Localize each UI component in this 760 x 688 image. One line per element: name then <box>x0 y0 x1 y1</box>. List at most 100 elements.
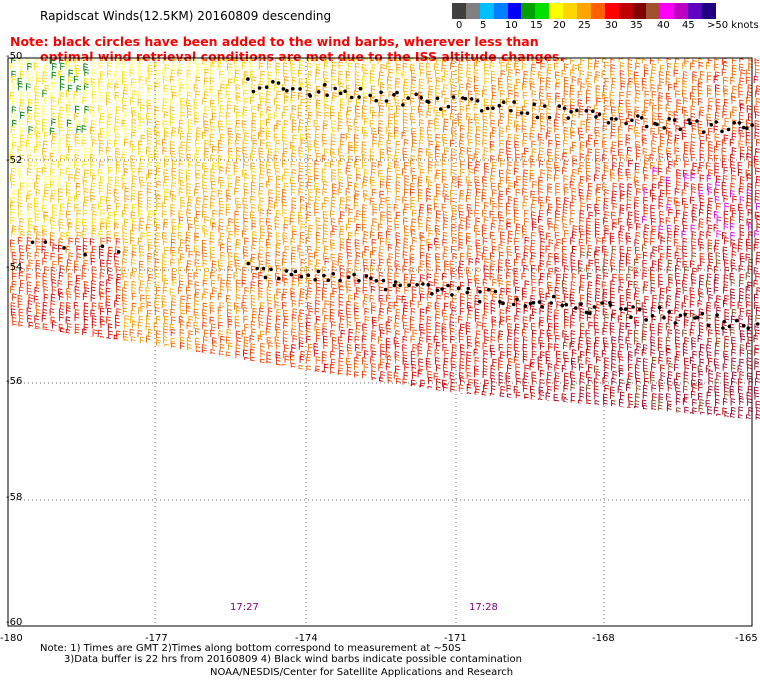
map-title: Rapidscat Winds(12.5KM) 20160809 descend… <box>40 9 332 23</box>
wind-barb-group <box>11 58 90 135</box>
flag-circle <box>368 93 373 98</box>
flag-circle <box>369 276 373 281</box>
flag-circle <box>631 305 635 309</box>
flag-circle <box>393 280 398 284</box>
colorbar-swatch <box>563 3 578 19</box>
colorbar-swatch <box>452 3 466 19</box>
flag-circle <box>466 286 471 291</box>
flag-circle <box>609 116 614 121</box>
flag-circle <box>261 266 266 271</box>
flag-circle <box>706 323 711 328</box>
flag-circle <box>501 301 505 306</box>
footer-note-1: Note: 1) Times are GMT 2)Times along bot… <box>40 643 461 654</box>
flag-circle <box>650 314 655 318</box>
colorbar-swatch <box>632 3 647 19</box>
flag-circle <box>430 292 434 296</box>
flag-circle <box>662 126 666 130</box>
flag-circle <box>465 290 470 295</box>
flag-circle <box>528 301 533 306</box>
flag-circle <box>673 321 678 325</box>
flag-circle <box>395 90 399 95</box>
flag-circle <box>695 119 699 123</box>
flag-circle <box>498 300 502 304</box>
flag-circle <box>289 272 294 277</box>
flag-circle <box>331 272 336 276</box>
colorbar-swatch <box>590 3 605 19</box>
flag-circle <box>364 274 369 278</box>
colorbar-label: 45 <box>682 20 695 31</box>
map-frame <box>7 57 753 627</box>
flag-circle <box>624 121 628 126</box>
colorbar-swatch <box>688 3 703 19</box>
flag-circle <box>597 112 602 116</box>
flag-circle <box>722 319 727 324</box>
flag-circle <box>569 110 573 114</box>
flag-circle <box>374 279 379 283</box>
colorbar-swatch <box>507 3 522 19</box>
flag-circle <box>600 301 604 305</box>
flag-circle <box>606 121 611 125</box>
flag-circle <box>477 299 482 304</box>
flag-circle <box>358 86 363 91</box>
flag-circle <box>560 303 565 308</box>
lon-label: -180 <box>0 633 23 644</box>
flag-circle <box>511 302 516 307</box>
flag-circle <box>734 318 739 323</box>
flag-circle <box>313 278 318 282</box>
flag-circle <box>478 290 482 294</box>
flag-circle <box>401 103 405 107</box>
flag-circle <box>62 246 66 250</box>
colorbar-label: 5 <box>480 20 487 31</box>
flag-circle <box>531 300 536 305</box>
flag-circle <box>630 118 634 123</box>
lat-label: -54 <box>6 262 23 273</box>
wind-barb-group <box>67 257 760 420</box>
footer-note-2: 3)Data buffer is 22 hrs from 20160809 4)… <box>64 654 522 665</box>
colorbar-swatch <box>493 3 508 19</box>
flag-circle <box>639 116 644 120</box>
flag-circle <box>419 95 424 100</box>
flag-circle <box>636 114 640 118</box>
flag-circle <box>564 302 569 307</box>
flag-circle <box>463 96 468 101</box>
wind-barb-group <box>561 244 760 420</box>
colorbar-label: 0 <box>456 20 463 31</box>
lat-label: -56 <box>6 376 23 387</box>
flag-circle <box>672 118 677 122</box>
flag-circle <box>709 123 714 127</box>
flag-circle <box>451 95 456 99</box>
flag-circle <box>450 293 454 297</box>
lon-label: -165 <box>735 633 758 644</box>
flag-circle <box>608 303 613 307</box>
flag-circle <box>614 117 618 121</box>
colorbar-label: 35 <box>630 20 643 31</box>
wind-barb-group <box>10 58 712 414</box>
flag-circle <box>293 269 298 274</box>
wind-barb-swath <box>9 58 760 420</box>
flag-circle <box>255 266 259 271</box>
flag-circle <box>263 275 268 280</box>
flag-circle <box>421 282 425 286</box>
flag-circle <box>414 92 419 97</box>
colorbar-label: 10 <box>505 20 518 31</box>
footer-credit: NOAA/NESDIS/Center for Satellite Applica… <box>210 667 514 678</box>
flag-circle <box>667 117 671 121</box>
flag-circle <box>532 102 536 107</box>
flag-circle <box>479 109 484 113</box>
flag-circle <box>323 83 327 87</box>
flag-circle <box>43 240 48 244</box>
flag-circle <box>325 93 329 97</box>
flag-circle <box>742 125 746 130</box>
lat-label: -58 <box>6 492 23 503</box>
flag-circle <box>644 318 648 322</box>
lat-label: -52 <box>6 155 23 166</box>
flag-circle <box>714 120 719 124</box>
flag-circle <box>322 273 326 278</box>
flag-circle <box>588 311 592 316</box>
flag-circle <box>562 106 567 111</box>
flag-circle <box>346 275 351 280</box>
lat-label: -60 <box>6 617 23 628</box>
note-line-2: optimal wind retrieval conditions are me… <box>40 49 565 64</box>
colorbar-label: 20 <box>553 20 566 31</box>
colorbar-swatch <box>465 3 480 19</box>
